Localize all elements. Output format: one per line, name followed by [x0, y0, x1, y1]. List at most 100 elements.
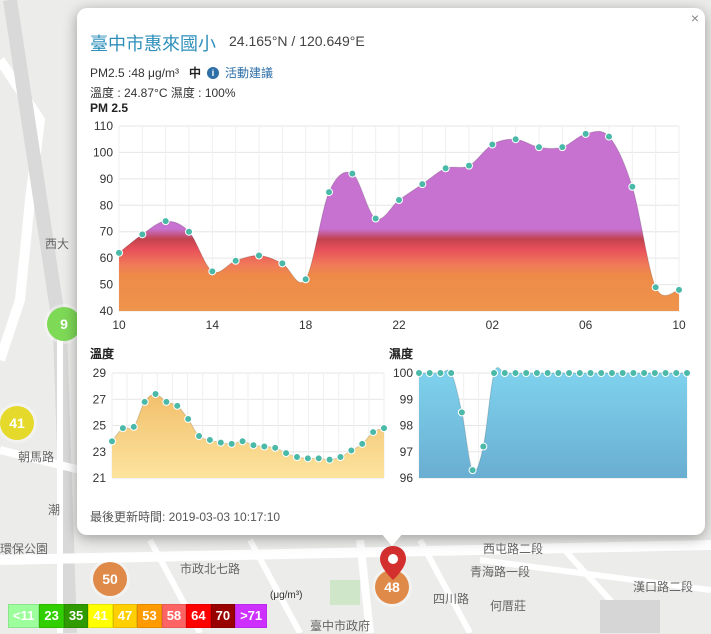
data-point[interactable] [441, 164, 450, 173]
data-point[interactable] [195, 432, 204, 440]
data-point[interactable] [140, 397, 149, 406]
data-point[interactable] [640, 369, 649, 377]
station-marker[interactable]: 50 [93, 562, 127, 596]
data-point[interactable] [129, 422, 138, 431]
data-point[interactable] [227, 439, 236, 448]
data-point[interactable] [208, 267, 217, 276]
data-point[interactable] [581, 129, 590, 138]
station-marker[interactable]: 41 [0, 406, 34, 440]
data-point[interactable] [314, 454, 323, 463]
data-point[interactable] [278, 259, 287, 268]
data-point[interactable] [607, 369, 616, 377]
data-point[interactable] [118, 424, 127, 433]
data-point[interactable] [500, 369, 509, 377]
data-point[interactable] [205, 435, 214, 444]
data-point[interactable] [415, 369, 423, 377]
map-label: 青海路一段 [470, 565, 531, 579]
data-point[interactable] [629, 369, 638, 377]
data-point[interactable] [586, 369, 595, 377]
data-point[interactable] [371, 214, 380, 223]
data-point[interactable] [575, 369, 584, 377]
activity-advice-link[interactable]: 活動建議 [224, 66, 273, 80]
y-tick-label: 21 [93, 471, 107, 485]
temp-humidity-text: 溫度 : 24.87°C 濕度 : 100% [90, 86, 236, 100]
pm25-chart[interactable]: 40 50 60 70 80 90 100 110 10 14 18 22 02 06 10 [77, 116, 705, 341]
data-point[interactable] [468, 466, 477, 475]
data-point[interactable] [597, 369, 606, 377]
data-point[interactable] [138, 230, 147, 239]
data-point[interactable] [255, 251, 263, 260]
data-point[interactable] [672, 369, 681, 377]
data-point[interactable] [543, 369, 552, 377]
legend-item: 53 [137, 604, 162, 628]
info-icon[interactable]: i [206, 66, 219, 79]
data-point[interactable] [465, 161, 473, 170]
data-point[interactable] [532, 369, 541, 377]
data-point[interactable] [683, 369, 691, 377]
data-point[interactable] [479, 442, 488, 451]
data-point[interactable] [185, 227, 193, 236]
series-area [112, 394, 384, 478]
x-tick-label: 18 [299, 318, 313, 332]
popup-tip [380, 532, 404, 546]
data-point[interactable] [260, 442, 269, 451]
y-tick-label: 98 [400, 419, 414, 433]
data-point[interactable] [511, 369, 520, 377]
data-point[interactable] [173, 401, 182, 410]
data-point[interactable] [358, 439, 367, 448]
data-point[interactable] [675, 285, 683, 294]
data-point[interactable] [651, 283, 660, 292]
close-button[interactable]: × [690, 10, 699, 26]
data-point[interactable] [336, 453, 345, 461]
data-point[interactable] [395, 196, 403, 204]
data-point[interactable] [650, 369, 659, 377]
data-point[interactable] [161, 217, 170, 226]
data-point[interactable] [292, 453, 301, 461]
data-point[interactable] [418, 180, 427, 189]
data-point[interactable] [490, 369, 499, 377]
data-point[interactable] [115, 248, 123, 257]
data-point[interactable] [380, 424, 388, 433]
data-point[interactable] [249, 441, 258, 450]
data-point[interactable] [325, 455, 334, 464]
data-point[interactable] [238, 437, 247, 446]
data-point[interactable] [162, 397, 171, 406]
station-marker[interactable]: 9 [47, 307, 81, 341]
data-point[interactable] [661, 369, 670, 377]
legend-item: 41 [88, 604, 113, 628]
data-point[interactable] [522, 369, 531, 377]
data-point[interactable] [369, 428, 378, 437]
data-point[interactable] [216, 438, 225, 447]
data-point[interactable] [271, 443, 280, 452]
data-point[interactable] [301, 275, 310, 284]
data-point[interactable] [436, 369, 445, 377]
data-point[interactable] [348, 169, 357, 178]
data-point[interactable] [628, 182, 637, 191]
data-point[interactable] [618, 369, 627, 377]
legend-item: >71 [235, 604, 268, 628]
data-point[interactable] [184, 414, 193, 423]
data-point[interactable] [151, 390, 160, 398]
data-point[interactable] [605, 132, 613, 141]
data-point[interactable] [511, 135, 520, 144]
data-point[interactable] [231, 256, 240, 265]
temperature-chart[interactable]: 21 23 25 27 29 [77, 363, 392, 488]
data-point[interactable] [108, 437, 116, 446]
data-point[interactable] [325, 188, 333, 197]
data-point[interactable] [303, 454, 312, 463]
data-point[interactable] [457, 408, 466, 417]
location-pin-icon[interactable] [380, 546, 406, 580]
y-tick-label: 96 [400, 471, 414, 485]
data-point[interactable] [447, 369, 456, 377]
data-point[interactable] [535, 143, 543, 152]
data-point[interactable] [425, 369, 434, 377]
x-tick-label: 14 [206, 318, 220, 332]
legend-item: 70 [210, 604, 236, 628]
data-point[interactable] [554, 369, 563, 377]
data-point[interactable] [488, 140, 497, 149]
humidity-chart[interactable]: 96 97 98 99 100 [377, 363, 697, 488]
data-point[interactable] [347, 446, 356, 455]
data-point[interactable] [558, 143, 567, 152]
data-point[interactable] [282, 449, 291, 458]
data-point[interactable] [565, 369, 574, 377]
